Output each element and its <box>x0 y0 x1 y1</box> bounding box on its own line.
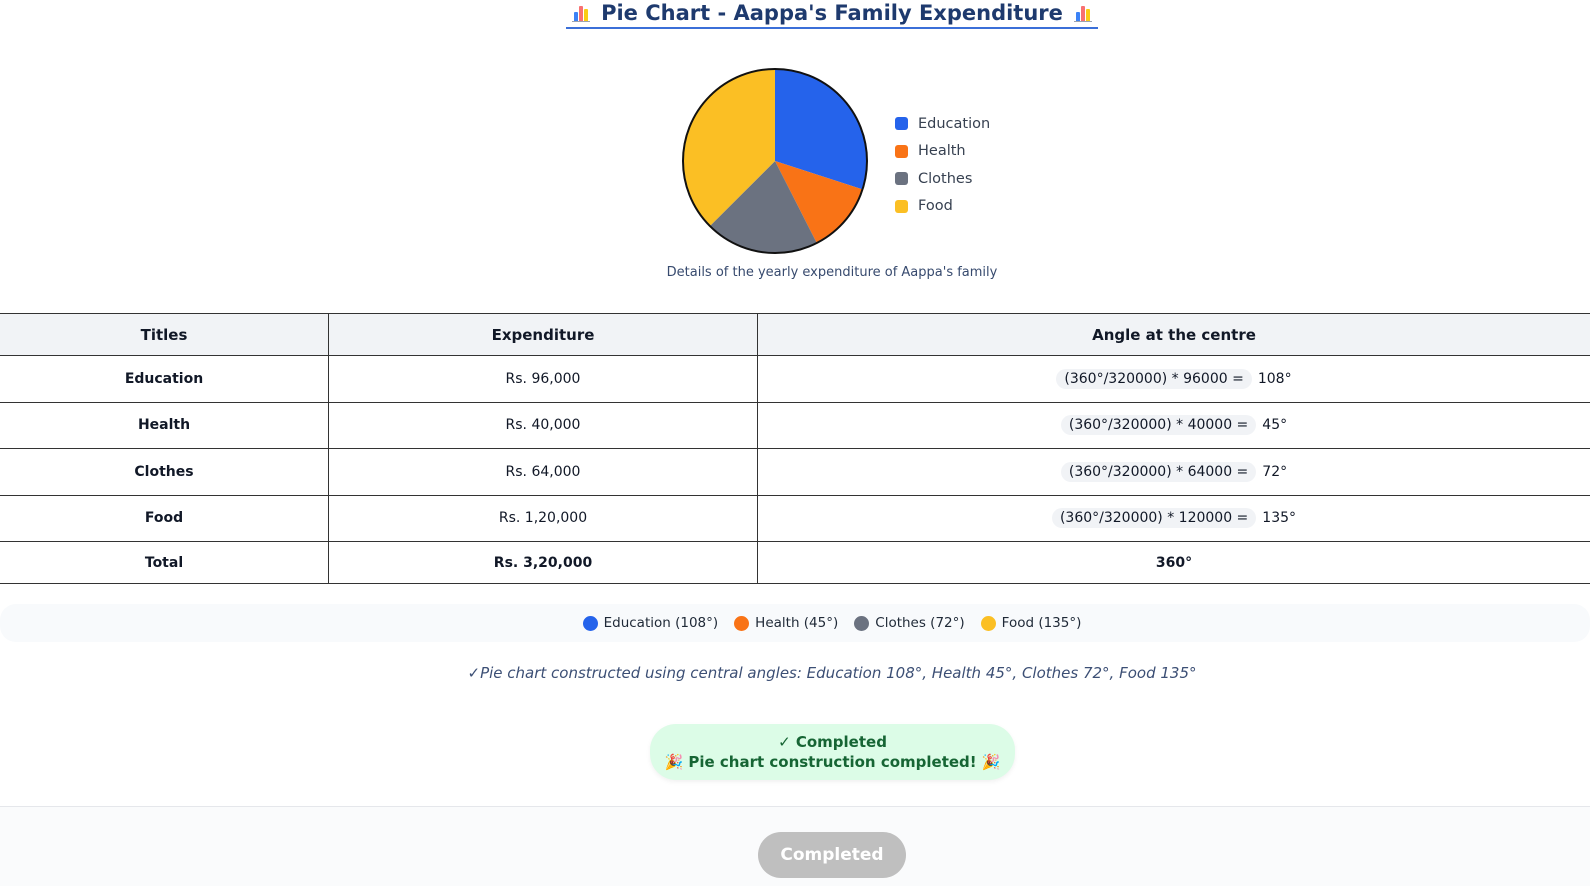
completion-status: ✓ Completed 🎉 Pie chart construction com… <box>650 724 1015 780</box>
angle-value: 45° <box>1262 417 1288 434</box>
pie-outline <box>682 68 868 254</box>
legend-dot <box>854 615 870 631</box>
angle-legend-label: Education (108°) <box>603 615 719 631</box>
chart-caption: Details of the yearly expenditure of Aap… <box>666 265 998 280</box>
chart-legend: Education Health Clothes Food <box>895 110 990 220</box>
total-angle: 360° <box>757 541 1590 584</box>
row-angle-cell: (360°/320000) * 96000 = 108° <box>757 355 1590 403</box>
angle-legend-label: Health (45°) <box>755 615 839 631</box>
table-total-row: Total Rs. 3,20,000 360° <box>0 541 1590 584</box>
page-title-text: Pie Chart - Aappa's Family Expenditure <box>601 1 1063 25</box>
status-line-2: Pie chart construction completed! <box>688 753 977 771</box>
legend-label: Health <box>918 143 966 160</box>
row-title: Clothes <box>0 448 329 496</box>
legend-swatch-clothes <box>895 172 908 186</box>
bar-chart-icon <box>571 4 590 22</box>
row-expenditure: Rs. 64,000 <box>328 448 758 496</box>
angle-legend-label: Clothes (72°) <box>875 615 965 631</box>
pie-slice-education <box>775 69 867 190</box>
row-title: Food <box>0 494 329 542</box>
angle-legend: Education (108°) Health (45°) Clothes (7… <box>0 604 1590 642</box>
angle-formula: (360°/320000) * 40000 = <box>1060 415 1257 436</box>
page-title: Pie Chart - Aappa's Family Expenditure <box>0 0 1590 29</box>
row-title: Education <box>0 355 329 403</box>
footer-divider <box>0 806 1590 807</box>
completed-button[interactable]: Completed <box>758 832 906 878</box>
row-title: Health <box>0 401 329 449</box>
row-angle-cell: (360°/320000) * 120000 = 135° <box>757 494 1590 542</box>
legend-dot <box>734 615 750 631</box>
angle-value: 72° <box>1262 463 1288 480</box>
legend-item-health: Health <box>895 138 990 166</box>
table-row: Food Rs. 1,20,000 (360°/320000) * 120000… <box>0 494 1590 542</box>
angle-formula: (360°/320000) * 64000 = <box>1060 461 1257 482</box>
table-header-row: Titles Expenditure Angle at the centre <box>0 313 1590 356</box>
bar-chart-icon <box>1074 4 1093 22</box>
row-expenditure: Rs. 96,000 <box>328 355 758 403</box>
table-row: Clothes Rs. 64,000 (360°/320000) * 64000… <box>0 448 1590 496</box>
angle-formula: (360°/320000) * 120000 = <box>1051 508 1257 529</box>
party-icon: 🎉 <box>664 753 684 771</box>
pie-slice-clothes <box>709 161 817 253</box>
row-expenditure: Rs. 40,000 <box>328 401 758 449</box>
angle-legend-item: Education (108°) <box>582 615 719 631</box>
legend-item-clothes: Clothes <box>895 165 990 193</box>
status-line-2-wrap: 🎉 Pie chart construction completed! 🎉 <box>650 752 1015 772</box>
legend-swatch-education <box>895 117 908 131</box>
construction-note: ✓Pie chart constructed using central ang… <box>467 664 1197 682</box>
row-expenditure: Rs. 1,20,000 <box>328 494 758 542</box>
angle-legend-label: Food (135°) <box>1001 615 1082 631</box>
legend-item-food: Food <box>895 193 990 221</box>
legend-swatch-health <box>895 144 908 158</box>
status-line-1: ✓ Completed <box>778 733 887 751</box>
pie-slice-health <box>775 161 863 243</box>
column-header: Titles <box>0 313 329 356</box>
legend-label: Food <box>918 198 953 215</box>
angle-value: 108° <box>1257 370 1292 387</box>
angle-formula: (360°/320000) * 96000 = <box>1056 368 1252 389</box>
legend-label: Education <box>918 115 991 132</box>
expenditure-table: Titles Expenditure Angle at the centre E… <box>0 313 1590 584</box>
legend-item-education: Education <box>895 110 990 138</box>
legend-swatch-food <box>895 199 908 213</box>
angle-legend-item: Food (135°) <box>980 615 1082 631</box>
legend-dot <box>582 615 598 631</box>
total-title: Total <box>0 541 329 584</box>
row-angle-cell: (360°/320000) * 40000 = 45° <box>757 401 1590 449</box>
column-header: Angle at the centre <box>757 313 1590 356</box>
column-header: Expenditure <box>328 313 758 356</box>
row-angle-cell: (360°/320000) * 64000 = 72° <box>757 448 1590 496</box>
pie-chart <box>682 68 868 254</box>
pie-slice-food <box>683 69 775 227</box>
table-row: Education Rs. 96,000 (360°/320000) * 960… <box>0 355 1590 403</box>
angle-value: 135° <box>1262 510 1297 527</box>
angle-legend-item: Health (45°) <box>734 615 838 631</box>
table-row: Health Rs. 40,000 (360°/320000) * 40000 … <box>0 401 1590 449</box>
angle-legend-item: Clothes (72°) <box>854 615 965 631</box>
legend-dot <box>980 615 996 631</box>
party-icon: 🎉 <box>981 753 1001 771</box>
total-expenditure: Rs. 3,20,000 <box>328 541 758 584</box>
legend-label: Clothes <box>918 170 973 187</box>
